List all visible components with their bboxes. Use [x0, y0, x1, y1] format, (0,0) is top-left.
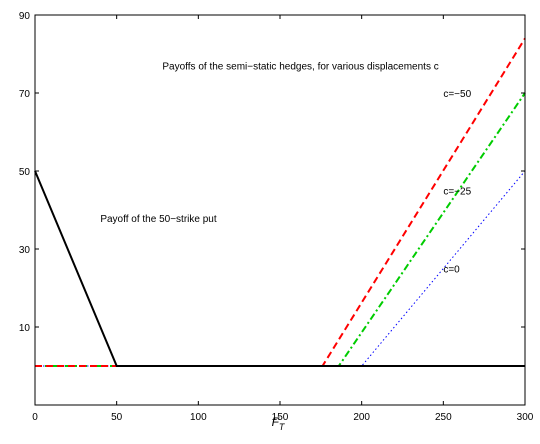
series-line-put: [34, 170, 525, 367]
tick-group: 0 50 100 150 200 250 300 10 30 50 70 90: [19, 11, 534, 423]
x-tick-label: 50: [111, 412, 123, 423]
x-tick-label: 300: [517, 412, 534, 423]
y-tick-label: 50: [19, 167, 31, 178]
x-tick-label: 100: [190, 412, 207, 423]
plot-area: [35, 15, 525, 405]
annotation-label: c=0: [443, 265, 460, 276]
annotation-label: Payoff of the 50−strike put: [100, 214, 217, 225]
annotation-label: c=−50: [443, 89, 471, 100]
x-tick-label: 200: [353, 412, 370, 423]
x-axis-label: FT: [272, 415, 286, 432]
annotation-group: Payoffs of the semi−static hedges, for v…: [100, 62, 471, 276]
series-group: [34, 37, 526, 367]
x-tick-label: 250: [435, 412, 452, 423]
x-tick-label: 0: [32, 412, 38, 423]
x-axis-label-subscript: T: [279, 422, 286, 432]
y-tick-label: 30: [19, 245, 31, 256]
annotation-label: c=−25: [443, 187, 471, 198]
annotation-label: Payoffs of the semi−static hedges, for v…: [162, 62, 438, 73]
y-tick-label: 70: [19, 89, 31, 100]
y-tick-label: 90: [19, 11, 31, 22]
y-tick-label: 10: [19, 323, 31, 334]
x-tick-label: 150: [272, 412, 289, 423]
